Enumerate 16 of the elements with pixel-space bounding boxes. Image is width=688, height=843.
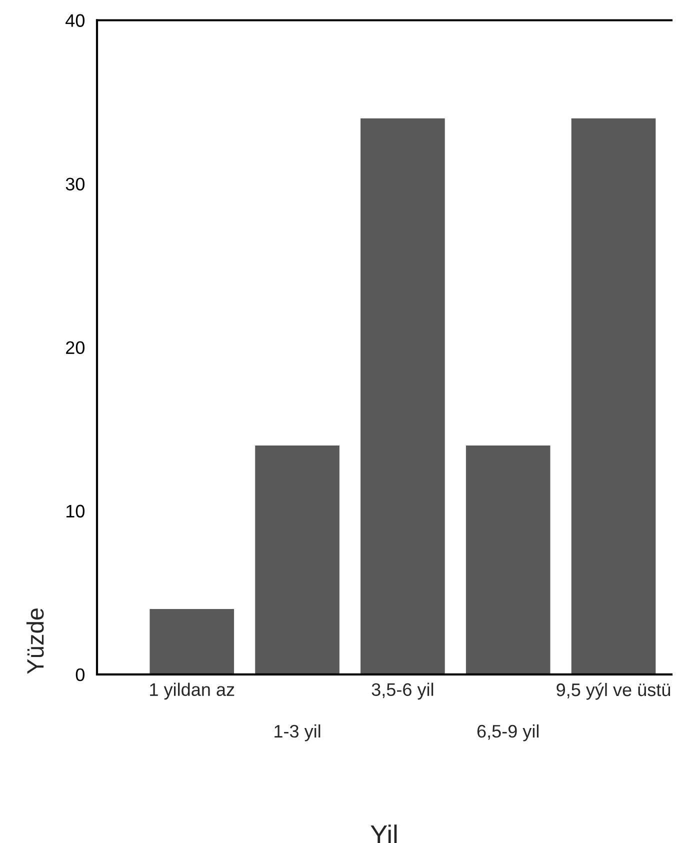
bar [150, 608, 234, 674]
bar [255, 445, 340, 674]
y-tick-label: 20 [66, 341, 84, 354]
x-tick-label: 3,5-6 yil [372, 682, 434, 700]
bar [466, 445, 550, 674]
bar [360, 118, 445, 674]
x-tick-label: 1 yildan az [150, 682, 234, 700]
y-tick-label: 40 [66, 14, 84, 27]
y-tick-label: 10 [66, 504, 84, 518]
x-tick-label: 9,5 yýl ve üstü [556, 682, 670, 700]
y-axis-title: Yüzde [26, 608, 44, 674]
x-tick-label: 6,5-9 yil [477, 724, 539, 742]
x-tick-label: 1-3 yil [274, 724, 320, 742]
y-tick-label: 0 [76, 668, 84, 682]
y-tick-label: 30 [66, 178, 84, 190]
bar [571, 118, 656, 674]
